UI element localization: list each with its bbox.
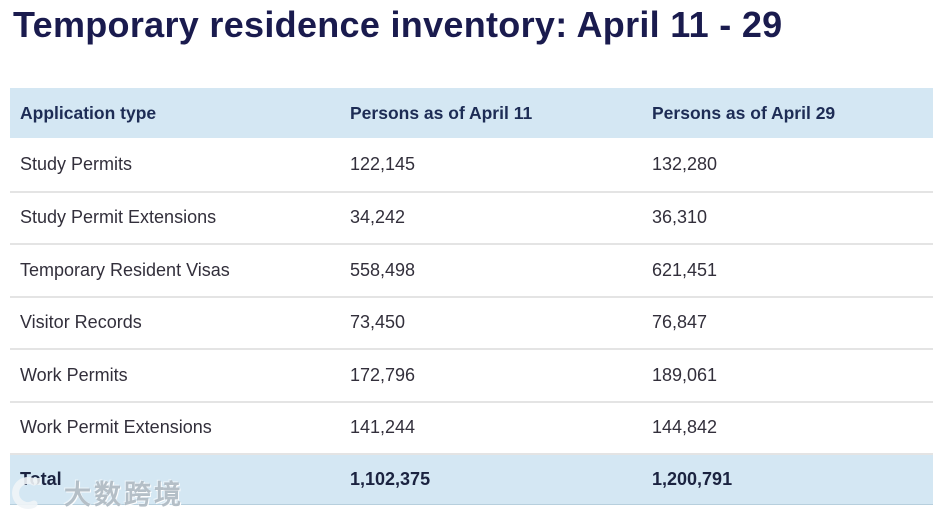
column-header-april-11: Persons as of April 11 <box>350 102 533 123</box>
row-label: Study Permit Extensions <box>20 207 217 228</box>
column-header-application-type: Application type <box>20 102 157 123</box>
row-label: Visitor Records <box>20 312 142 333</box>
row-label: Study Permits <box>20 153 133 174</box>
row-value-april-29: 76,847 <box>652 312 708 333</box>
table-row: Temporary Resident Visas 558,498 621,451 <box>10 243 933 296</box>
table-total-row: Total 1,102,375 1,200,791 <box>10 453 933 505</box>
row-value-april-29: 621,451 <box>652 259 718 280</box>
row-value-april-11: 172,796 <box>350 364 416 385</box>
row-value-april-29: 144,842 <box>652 417 718 438</box>
row-value-april-11: 141,244 <box>350 417 416 438</box>
row-value-april-11: 34,242 <box>350 207 406 228</box>
row-label: Work Permits <box>20 364 128 385</box>
row-value-april-11: 122,145 <box>350 153 416 174</box>
row-value-april-11: 558,498 <box>350 259 416 280</box>
row-value-april-29: 132,280 <box>652 153 718 174</box>
row-value-april-29: 189,061 <box>652 364 718 385</box>
total-value-april-11: 1,102,375 <box>350 469 431 489</box>
row-value-april-11: 73,450 <box>350 312 406 333</box>
table-row: Visitor Records 73,450 76,847 <box>10 295 933 348</box>
page-title: Temporary residence inventory: April 11 … <box>13 4 783 45</box>
table-row: Study Permit Extensions 34,242 36,310 <box>10 190 933 243</box>
row-label: Work Permit Extensions <box>20 417 212 438</box>
inventory-table: Application type Persons as of April 11 … <box>10 88 933 505</box>
table-row: Study Permits 122,145 132,280 <box>10 138 933 191</box>
column-header-april-29: Persons as of April 29 <box>652 102 836 123</box>
table-row: Work Permit Extensions 141,244 144,842 <box>10 400 933 453</box>
table-header-row: Application type Persons as of April 11 … <box>10 88 933 138</box>
total-label: Total <box>20 469 62 489</box>
row-value-april-29: 36,310 <box>652 207 708 228</box>
table-row: Work Permits 172,796 189,061 <box>10 348 933 401</box>
total-value-april-29: 1,200,791 <box>652 469 733 489</box>
row-label: Temporary Resident Visas <box>20 259 230 280</box>
